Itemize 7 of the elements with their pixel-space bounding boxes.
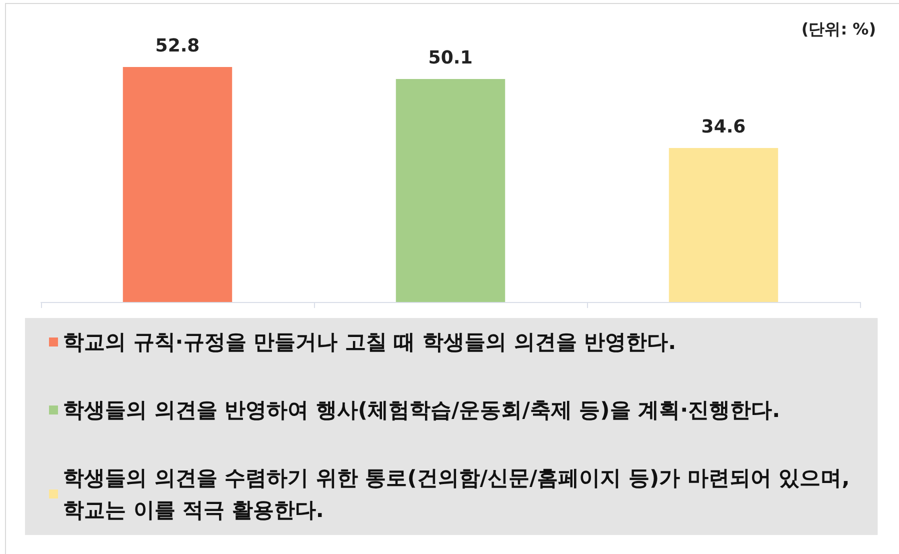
text: (단위: %) bbox=[801, 20, 876, 38]
legend-label: 학생들의 의견을 반영하여 행사(체험학습/운동회/축제 등)을 계획·진행한다. bbox=[63, 398, 780, 422]
legend-label: 학교의 규칙·규정을 만들거나 고칠 때 학생들의 의견을 반영한다. bbox=[63, 330, 676, 354]
data-label: 52.8 bbox=[155, 36, 200, 57]
legend-label: 학생들의 의견을 수렴하기 위한 통로(건의함/신문/홈페이지 등)가 마련되어 있으며, 학교는 이를 적극 활용한다. bbox=[63, 466, 850, 522]
data-label: 50.1 bbox=[428, 48, 473, 69]
data-label: 34.6 bbox=[701, 116, 746, 138]
